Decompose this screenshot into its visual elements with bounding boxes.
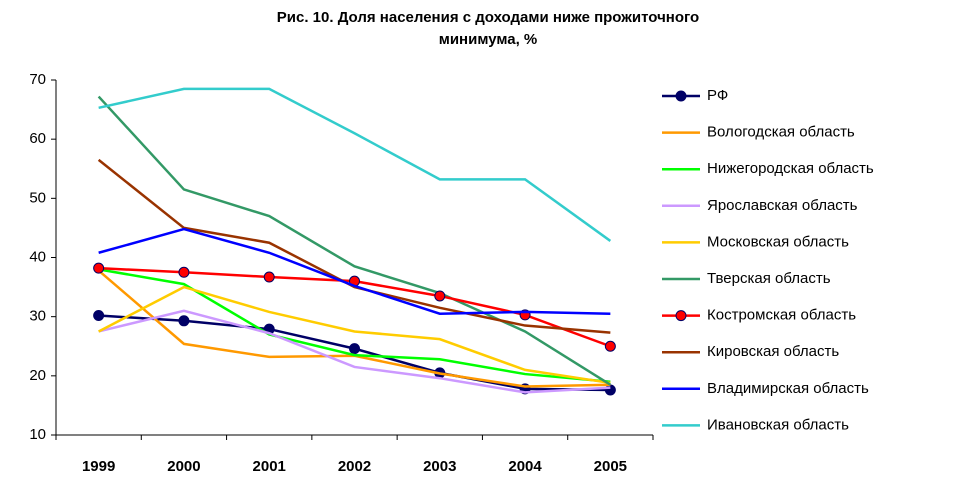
legend-label: Ивановская область	[707, 416, 849, 433]
x-tick-label: 2002	[338, 458, 371, 475]
legend-label: Нижегородская область	[707, 160, 874, 177]
x-tick-label: 2000	[167, 458, 200, 475]
y-tick-label: 20	[29, 367, 46, 384]
x-tick-label: 2005	[594, 458, 627, 475]
y-tick-label: 10	[29, 426, 46, 443]
legend-label: Владимирская область	[707, 380, 869, 397]
legend-label: Ярославская область	[707, 197, 858, 214]
series-line	[98, 309, 611, 394]
legend-label: Костромская область	[707, 307, 856, 324]
legend-label: Московская область	[707, 233, 849, 250]
series-line	[98, 87, 612, 242]
x-tick-label: 2001	[253, 458, 286, 475]
point-marker	[93, 262, 105, 274]
x-tick-label: 2003	[423, 458, 456, 475]
y-tick-label: 60	[29, 130, 46, 147]
series-line	[98, 285, 611, 385]
legend-marker	[675, 310, 687, 322]
legend-marker	[675, 90, 687, 102]
series-line	[98, 268, 611, 383]
point-marker	[93, 309, 105, 321]
chart-title: минимума, %	[439, 31, 538, 48]
point-marker	[178, 266, 190, 278]
point-marker	[178, 315, 190, 327]
legend-label: Кировская область	[707, 343, 839, 360]
legend-label: Вологодская область	[707, 124, 855, 141]
point-marker	[263, 271, 275, 283]
point-marker	[604, 340, 616, 352]
x-tick-label: 2004	[508, 458, 542, 475]
point-marker	[349, 343, 360, 355]
y-tick-label: 40	[29, 248, 46, 265]
y-tick-label: 50	[29, 189, 46, 206]
y-tick-label: 70	[29, 71, 46, 88]
series-line	[98, 227, 611, 315]
y-tick-label: 30	[29, 308, 46, 325]
legend-label: Тверская область	[707, 270, 831, 287]
chart-title: Рис. 10. Доля населения с доходами ниже …	[277, 9, 699, 26]
x-tick-label: 1999	[82, 458, 115, 475]
point-marker	[604, 384, 616, 396]
series-line	[97, 95, 612, 386]
legend-label: РФ	[707, 87, 728, 104]
point-marker	[434, 290, 446, 302]
